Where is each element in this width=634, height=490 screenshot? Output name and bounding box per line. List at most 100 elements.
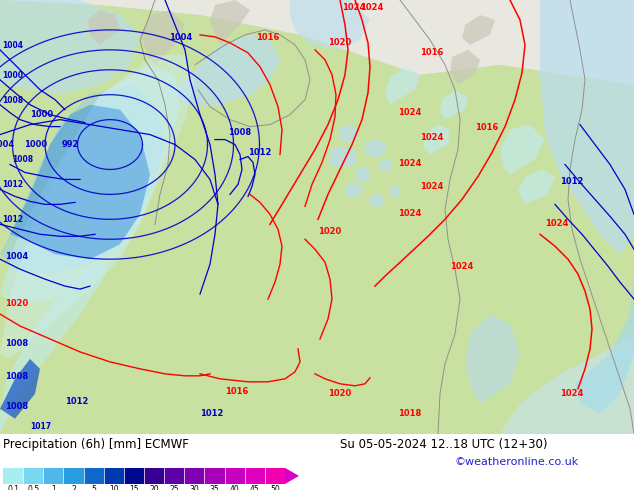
Polygon shape	[465, 314, 520, 404]
Text: 10: 10	[109, 485, 119, 490]
Text: 1004: 1004	[2, 41, 23, 50]
Polygon shape	[0, 0, 634, 85]
Polygon shape	[330, 147, 355, 168]
Bar	[84, 468, 104, 484]
Text: 25: 25	[169, 485, 179, 490]
Text: 1008: 1008	[5, 372, 28, 381]
Text: 1016: 1016	[475, 122, 498, 132]
Text: 1024: 1024	[420, 182, 443, 192]
Text: 992: 992	[62, 140, 79, 149]
Polygon shape	[290, 0, 370, 50]
Polygon shape	[355, 167, 370, 182]
Text: 1008: 1008	[2, 96, 23, 105]
Text: 1024: 1024	[450, 262, 474, 271]
Text: 1024: 1024	[342, 3, 365, 12]
Text: 1: 1	[51, 485, 56, 490]
Bar	[3, 468, 23, 484]
Bar	[265, 468, 285, 484]
Polygon shape	[423, 124, 450, 154]
Polygon shape	[345, 182, 361, 197]
Text: 1008: 1008	[228, 127, 251, 137]
Bar	[43, 468, 63, 484]
Text: 1017: 1017	[30, 422, 51, 431]
Polygon shape	[540, 0, 634, 254]
Text: 20: 20	[149, 485, 159, 490]
Text: 1024: 1024	[398, 209, 422, 219]
Polygon shape	[390, 185, 400, 197]
Bar	[245, 468, 265, 484]
Text: 1020: 1020	[318, 227, 341, 236]
Text: 1012: 1012	[2, 215, 23, 224]
Bar	[124, 468, 144, 484]
Text: 1004: 1004	[0, 140, 15, 149]
Text: 1024: 1024	[420, 133, 443, 142]
Polygon shape	[385, 67, 420, 105]
Polygon shape	[140, 10, 185, 65]
Text: 1012: 1012	[2, 180, 23, 190]
Polygon shape	[285, 468, 299, 484]
Polygon shape	[462, 15, 495, 45]
Polygon shape	[575, 274, 634, 414]
Text: 1000: 1000	[30, 110, 53, 119]
Bar	[184, 468, 204, 484]
Text: 45: 45	[250, 485, 260, 490]
Text: 1008: 1008	[5, 402, 28, 411]
Text: 1024: 1024	[545, 220, 568, 228]
Polygon shape	[440, 91, 468, 120]
Polygon shape	[10, 105, 150, 259]
Text: 1020: 1020	[328, 38, 351, 47]
Text: 1016: 1016	[256, 33, 280, 42]
Text: ©weatheronline.co.uk: ©weatheronline.co.uk	[455, 457, 579, 467]
Text: 30: 30	[190, 485, 199, 490]
Bar	[144, 468, 164, 484]
Bar	[63, 468, 84, 484]
Polygon shape	[0, 65, 180, 304]
Polygon shape	[340, 124, 358, 143]
Bar	[104, 468, 124, 484]
Text: 2: 2	[71, 485, 76, 490]
Polygon shape	[170, 35, 280, 105]
Text: 0.5: 0.5	[27, 485, 39, 490]
Polygon shape	[450, 50, 480, 85]
Text: 5: 5	[91, 485, 96, 490]
Text: 40: 40	[230, 485, 240, 490]
Text: 0.1: 0.1	[7, 485, 19, 490]
Text: Precipitation (6h) [mm] ECMWF: Precipitation (6h) [mm] ECMWF	[3, 438, 189, 451]
Polygon shape	[0, 264, 110, 434]
Text: 1020: 1020	[328, 389, 351, 398]
Text: 1016: 1016	[225, 387, 249, 396]
Bar	[164, 468, 184, 484]
Bar	[23, 468, 43, 484]
Text: 1012: 1012	[200, 409, 223, 417]
Text: 50: 50	[270, 485, 280, 490]
Polygon shape	[0, 85, 165, 274]
Polygon shape	[0, 0, 140, 95]
Text: 15: 15	[129, 485, 139, 490]
Polygon shape	[210, 0, 250, 45]
Polygon shape	[500, 124, 545, 174]
Text: Su 05-05-2024 12..18 UTC (12+30): Su 05-05-2024 12..18 UTC (12+30)	[340, 438, 548, 451]
Polygon shape	[0, 55, 195, 359]
Text: 1000: 1000	[24, 140, 47, 149]
Text: 1020: 1020	[5, 299, 29, 308]
Polygon shape	[0, 359, 40, 418]
Text: 1012: 1012	[65, 397, 88, 406]
Text: 35: 35	[210, 485, 219, 490]
Text: 1000: 1000	[2, 71, 23, 80]
Bar	[204, 468, 224, 484]
Polygon shape	[370, 194, 384, 207]
Text: 1024: 1024	[398, 108, 422, 117]
Text: 1008: 1008	[5, 339, 28, 348]
Text: 1024: 1024	[560, 389, 583, 398]
Polygon shape	[380, 158, 392, 172]
Text: 1012: 1012	[248, 147, 271, 156]
Text: 1024: 1024	[360, 3, 384, 12]
Text: 1012: 1012	[560, 177, 583, 186]
Text: 1016: 1016	[420, 48, 443, 57]
Text: 1004: 1004	[169, 33, 192, 42]
Text: 1008: 1008	[12, 155, 33, 165]
Polygon shape	[88, 10, 120, 45]
Text: 1004: 1004	[5, 252, 29, 261]
Polygon shape	[500, 334, 634, 434]
Polygon shape	[518, 170, 555, 204]
